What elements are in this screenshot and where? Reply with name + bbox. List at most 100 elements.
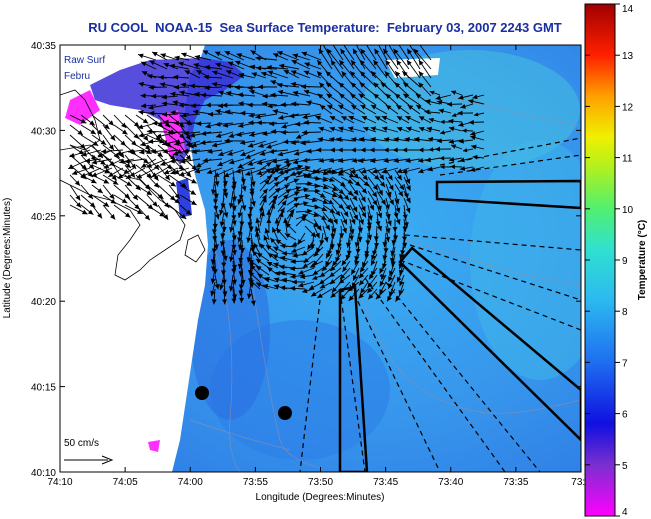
current-arrow-head <box>266 162 272 168</box>
current-arrow-head <box>269 168 275 174</box>
current-arrow-head <box>247 102 253 108</box>
current-arrow-head <box>373 93 379 99</box>
current-arrow-head <box>275 271 281 276</box>
current-arrow-head <box>143 158 149 164</box>
current-arrow-head <box>396 60 402 66</box>
current-arrow-head <box>312 169 318 175</box>
current-arrow-head <box>240 151 246 157</box>
current-arrow-head <box>308 284 315 290</box>
current-arrow-head <box>395 219 401 225</box>
current-arrow-head <box>297 171 303 176</box>
current-arrow-head <box>87 193 93 200</box>
current-arrow-head <box>337 193 344 199</box>
current-arrow <box>332 45 344 61</box>
current-arrow-head <box>121 122 127 128</box>
current-arrow-head <box>348 235 354 241</box>
current-arrow-head <box>462 128 467 133</box>
current-arrow-head <box>279 207 285 214</box>
current-arrow-head <box>386 191 392 198</box>
current-arrow <box>378 45 388 61</box>
current-arrow-head <box>329 137 335 143</box>
current-arrow-head <box>228 227 234 233</box>
current-arrow-head <box>277 82 283 88</box>
current-arrow-head <box>302 157 308 163</box>
current-arrow-head <box>339 60 345 66</box>
current-arrow-head <box>110 214 116 220</box>
current-arrow-head <box>180 213 187 220</box>
y-axis-ticks: 40:35 40:30 40:25 40:20 40:15 40:10 <box>31 41 581 479</box>
current-arrow-head <box>361 188 367 194</box>
current-arrow-head <box>345 204 351 211</box>
current-arrow-head <box>188 142 194 149</box>
current-arrow-head <box>77 130 83 136</box>
current-arrow-head <box>429 90 435 95</box>
current-arrow-head <box>103 178 110 184</box>
current-arrow-head <box>293 202 299 208</box>
current-arrow-head <box>307 208 313 214</box>
current-arrow-head <box>317 60 323 66</box>
current-arrow-head <box>194 91 200 97</box>
current-arrow-head <box>89 120 95 126</box>
current-arrow-head <box>252 250 258 257</box>
current-arrow-head <box>336 136 342 142</box>
current-arrow-head <box>439 130 445 135</box>
current-arrow-head <box>373 60 379 66</box>
current-arrow-head <box>382 255 388 261</box>
current-arrow-head <box>327 105 333 110</box>
current-arrow-head <box>238 194 244 201</box>
current-arrow-head <box>380 199 386 205</box>
current-arrow-head <box>327 217 333 224</box>
current-arrow-head <box>283 176 290 182</box>
current-arrow-head <box>100 159 106 165</box>
current-arrow-head <box>283 70 290 75</box>
current-arrow-head <box>75 194 81 201</box>
current-arrow-head <box>257 273 264 279</box>
current-arrow-head <box>383 248 389 254</box>
current-arrow-head <box>322 184 329 190</box>
current-arrow-head <box>250 264 256 271</box>
current-arrow-head <box>350 218 356 225</box>
current-arrow-head <box>124 212 131 218</box>
current-arrow-head <box>283 194 289 200</box>
current-arrow-head <box>264 227 270 234</box>
current-arrow-head <box>75 202 82 208</box>
current-arrow-head <box>306 172 312 178</box>
current-arrow-head <box>160 53 166 59</box>
current-arrow-head <box>232 279 237 285</box>
current-arrow-head <box>139 149 145 155</box>
current-arrow-head <box>329 177 335 182</box>
current-arrow-head <box>405 197 411 204</box>
current-arrow-head <box>352 38 357 44</box>
current-arrow-head <box>179 133 185 139</box>
current-arrow-head <box>279 270 286 276</box>
y-tick-label: 40:15 <box>31 383 56 394</box>
current-arrow-head <box>329 116 336 121</box>
colorbar-tick-label: 12 <box>622 102 634 113</box>
current-arrow-head <box>269 121 275 127</box>
x-tick-label: 74:05 <box>113 477 138 488</box>
current-arrow-head <box>247 161 254 166</box>
current-arrow-head <box>141 71 148 76</box>
current-arrow-head <box>385 60 391 66</box>
current-arrow-head <box>137 209 143 214</box>
current-arrow-head <box>367 287 373 294</box>
current-arrow-head <box>363 126 369 132</box>
current-arrow-head <box>273 181 280 187</box>
current-arrow-head <box>351 157 358 163</box>
current-arrow-head <box>382 126 388 132</box>
current-arrow-head <box>133 121 140 127</box>
current-arrow-head <box>175 139 181 145</box>
current-arrow-head <box>418 168 424 174</box>
current-arrow-head <box>190 200 197 205</box>
current-arrow-head <box>317 137 323 142</box>
current-arrow-head <box>273 262 279 268</box>
current-arrow-head <box>247 142 254 148</box>
current-arrow-head <box>353 275 358 281</box>
current-arrow <box>419 45 432 61</box>
current-arrow-head <box>222 102 228 108</box>
current-arrow-head <box>330 265 336 272</box>
current-arrow-head <box>404 137 410 142</box>
current-arrow-head <box>69 152 75 158</box>
transect-lines <box>299 137 581 472</box>
current-arrow-head <box>360 105 367 110</box>
